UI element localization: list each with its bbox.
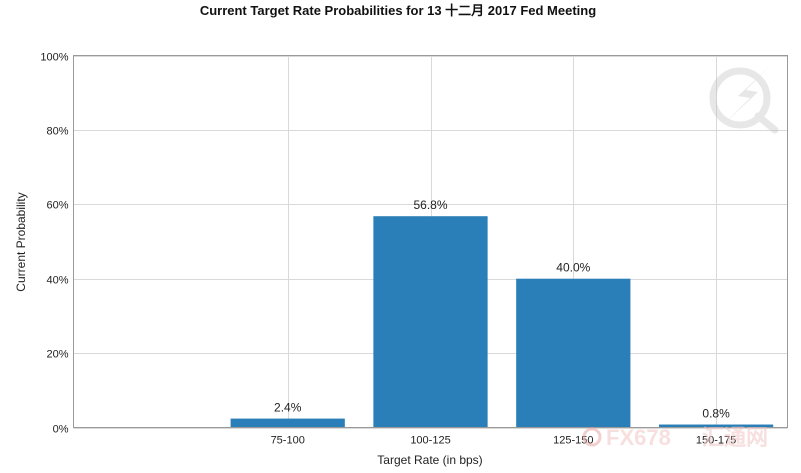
- y-tick-label: 0%: [53, 424, 69, 436]
- fx678-logo-icon: [582, 427, 602, 447]
- data-label: 2.4%: [274, 401, 302, 415]
- data-labels: 2.4% 56.8% 40.0% 0.8%: [274, 198, 730, 420]
- bar-150-175: [658, 424, 774, 428]
- y-tick-label: 60%: [46, 200, 68, 212]
- lightning-q-logo-icon: [709, 66, 779, 134]
- data-label: 40.0%: [556, 261, 590, 275]
- x-axis-label: Target Rate (in bps): [377, 453, 482, 467]
- bar-75-100: [230, 418, 345, 428]
- y-tick-label: 40%: [46, 275, 68, 287]
- y-axis-ticks: 0% 20% 40% 60% 80% 100%: [40, 52, 68, 436]
- bars: [230, 216, 774, 428]
- y-axis-label: Current Probability: [14, 192, 28, 291]
- watermark-brand-text-cn: 汇通网: [702, 425, 768, 450]
- x-tick-label: 75-100: [271, 435, 305, 447]
- x-tick-label: 100-125: [410, 435, 450, 447]
- y-tick-label: 20%: [46, 349, 68, 361]
- x-tick-label: 150-175: [696, 435, 736, 447]
- chart-title: Current Target Rate Probabilities for 13…: [200, 3, 596, 18]
- bar-125-150: [516, 278, 631, 428]
- plot-frame: [73, 55, 788, 428]
- bar-100-125: [373, 216, 488, 428]
- data-label: 0.8%: [702, 407, 730, 421]
- watermark-brand-text: FX678: [606, 425, 671, 450]
- y-tick-label: 100%: [40, 52, 68, 64]
- y-tick-label: 80%: [46, 126, 68, 138]
- fx678-watermark: FX678 汇通网: [582, 425, 768, 450]
- x-axis-ticks: 75-100 100-125 125-150 150-175: [271, 435, 737, 447]
- data-label: 56.8%: [413, 198, 447, 212]
